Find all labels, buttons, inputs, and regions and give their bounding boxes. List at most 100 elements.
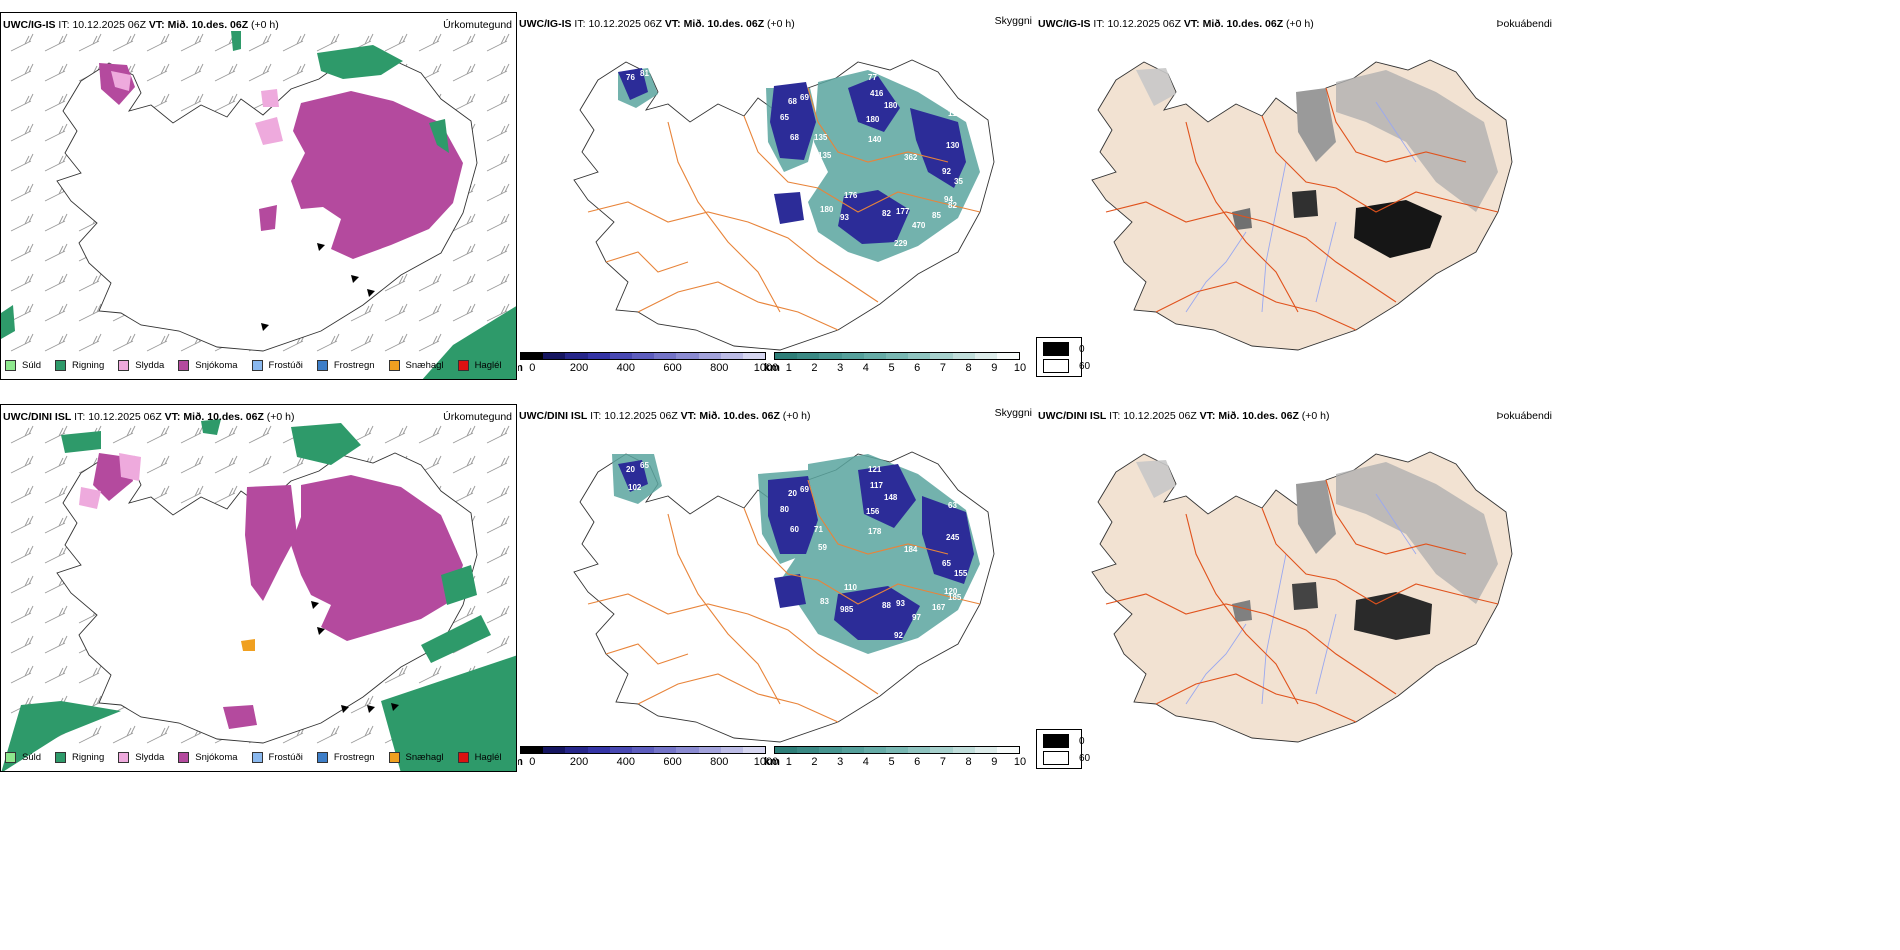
colorbar-cell: [587, 353, 610, 359]
fog-map: [1091, 451, 1513, 743]
colorbar-unit: km: [764, 362, 780, 374]
precip-snow-areas: [99, 63, 463, 259]
colorbar-cells: [520, 352, 766, 360]
coast-arrows: [261, 243, 375, 331]
legend-swatch: [118, 359, 130, 371]
legend-item-rigning: Rigning: [55, 359, 105, 371]
ceiling-value-label: 416: [870, 89, 884, 98]
legend-swatch: [316, 751, 328, 763]
legend-label: Rigning: [72, 359, 105, 371]
ceiling-value-label: 94: [944, 195, 953, 204]
colorbar-cell: [676, 747, 699, 753]
colorbar-tick: 400: [616, 756, 635, 768]
colorbar-unit: km: [764, 756, 780, 768]
colorbar-cell: [996, 747, 1020, 753]
legend-item-súld: Súld: [5, 751, 42, 763]
fog-legend-label: 60: [1079, 360, 1091, 372]
colorbar-unit: m: [518, 756, 523, 768]
colorbar-cell: [742, 747, 766, 753]
ceiling-colorbar: m0 200 400 600 800 1000: [518, 746, 778, 768]
legend-label: Snæhagl: [405, 751, 444, 763]
colorbar-tick: 400: [616, 362, 635, 374]
panel-type-title: Úrkomutegund: [443, 411, 512, 423]
legend-label: Haglél: [474, 751, 502, 763]
fog-index-areas: [1136, 68, 1498, 258]
colorbar-cells: [774, 746, 1020, 754]
colorbar-cell: [543, 747, 566, 753]
ceiling-value-label: 59: [818, 543, 827, 552]
ceiling-value-label: 102: [628, 483, 642, 492]
legend-label: Súld: [22, 751, 42, 763]
colorbar-cells: [774, 352, 1020, 360]
panel-header: UWC/IG-IS IT: 10.12.2025 06Z VT: Mið. 10…: [3, 19, 279, 31]
ceiling-value-label: 60: [790, 525, 799, 534]
ceiling-value-label: 79: [912, 647, 921, 656]
ceiling-value-label: 176: [844, 191, 858, 200]
legend-item-frostúði: Frostúði: [251, 751, 303, 763]
colorbar-cell: [996, 353, 1020, 359]
legend-swatch: [388, 751, 400, 763]
ceiling-value-label: 14: [912, 255, 921, 264]
visibility-colorbar: km 1 2 3 4 5 6 7 8 9 10: [764, 352, 1026, 374]
colorbar-cell: [885, 747, 909, 753]
ceiling-vis-panel-row1: 76 81 65 68 69 68 135 135 77 416 180 180 140 362 11 130…: [518, 12, 1036, 380]
ceiling-value-label: 245: [946, 533, 960, 542]
legend-label: Slydda: [135, 359, 165, 371]
ceiling-value-label: 76: [626, 73, 635, 82]
colorbar-unit: m: [518, 362, 523, 374]
legend-swatch: [55, 751, 67, 763]
colorbar-cell: [698, 747, 721, 753]
colorbar-cell: [974, 353, 997, 359]
ceiling-value-label: 470: [912, 221, 926, 230]
legend-label: Frostúði: [268, 751, 303, 763]
colorbar-tick: 5: [888, 362, 895, 374]
precip-rain-areas: [1, 419, 516, 771]
colorbar-tick: 3: [837, 362, 844, 374]
legend-swatch: [118, 751, 130, 763]
legend-item-haglél: Haglél: [457, 751, 502, 763]
ceiling-value-label: 20: [788, 489, 797, 498]
ceiling-value-label: 81: [640, 69, 649, 78]
ceiling-value-label: 177: [896, 207, 910, 216]
fog-map: [1091, 59, 1513, 351]
ceiling-value-label: 185: [948, 593, 962, 602]
fog-legend: 0 60: [1036, 337, 1090, 377]
ceiling-value-label: 156: [866, 507, 880, 516]
colorbar-cell: [930, 353, 953, 359]
colorbar-tick: 10: [1013, 362, 1027, 374]
fog-legend-label: 60: [1079, 752, 1091, 764]
colorbar-cell: [587, 747, 610, 753]
legend-item-snjókoma: Snjókoma: [178, 359, 238, 371]
legend-item-slydda: Slydda: [118, 751, 164, 763]
colorbar-tick: 1: [785, 756, 792, 768]
precip-sleet-areas: [79, 453, 141, 509]
colorbar-tick: 200: [569, 756, 589, 768]
precip-legend: Súld Rigning Slydda Snjókoma Frostúði Frostre…: [5, 747, 516, 767]
legend-item-frostregn: Frostregn: [316, 751, 375, 763]
colorbar-tick: 2: [811, 362, 818, 374]
legend-swatch: [251, 751, 263, 763]
ceiling-value-label: 80: [780, 505, 789, 514]
ceiling-value-label: 985: [840, 605, 854, 614]
panel-header: UWC/DINI ISL IT: 10.12.2025 06Z VT: Mið.…: [3, 411, 295, 423]
ceiling-value-label: 155: [954, 569, 968, 578]
legend-label: Snjókoma: [195, 359, 238, 371]
colorbar-cell: [952, 353, 975, 359]
legend-item-snæhagl: Snæhagl: [388, 751, 444, 763]
colorbar-cell: [775, 353, 798, 359]
ceiling-value-label: 180: [866, 115, 880, 124]
legend-item-snæhagl: Snæhagl: [388, 359, 444, 371]
legend-item-slydda: Slydda: [118, 359, 165, 371]
ceiling-value-label: 229: [894, 239, 908, 248]
colorbar-cell: [863, 747, 886, 753]
colorbar-tick: 1000: [753, 756, 779, 768]
colorbar-cell: [797, 353, 820, 359]
colorbar-tick: 4: [862, 362, 869, 374]
fog-legend-label: 0: [1079, 735, 1085, 747]
colorbar-cell: [720, 353, 743, 359]
ceiling-colorbar: m0 200 400 600 800 1000: [518, 352, 778, 374]
colorbar-tick: 8: [965, 756, 972, 768]
rivers: [1185, 101, 1417, 313]
colorbar-tick: 1000: [753, 362, 779, 374]
